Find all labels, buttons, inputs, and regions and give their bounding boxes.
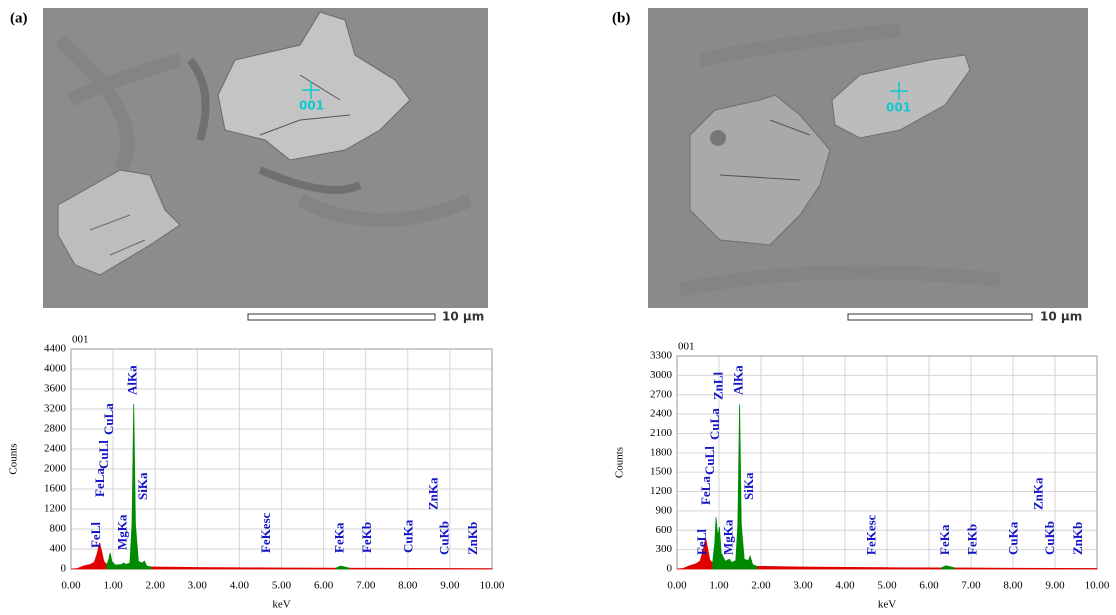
peak-label: CuKa — [400, 519, 415, 553]
peak-label: SiKa — [135, 472, 150, 500]
peak-label: AlKa — [731, 365, 746, 395]
x-tick-label: 3.00 — [188, 580, 208, 592]
scale-bar — [847, 313, 1033, 321]
y-tick-label: 2800 — [44, 423, 67, 435]
peak-label: AlKa — [125, 365, 140, 395]
y-axis-label: Counts — [8, 443, 20, 474]
chart-title: 001 — [72, 334, 89, 346]
sem-image — [43, 8, 488, 308]
peak-label: ZnKb — [465, 522, 480, 555]
x-tick-label: 9.00 — [1045, 580, 1065, 592]
y-tick-label: 2400 — [44, 443, 67, 455]
x-tick-label: 9.00 — [440, 580, 460, 592]
scale-bar-label: 10 μm — [442, 310, 484, 324]
peak-label: FeLa — [698, 476, 713, 505]
peak-label: MgKa — [720, 519, 735, 555]
y-tick-label: 1600 — [44, 483, 67, 495]
x-tick-label: 10.00 — [1085, 580, 1110, 592]
peak-label: ZnKb — [1070, 522, 1085, 555]
peak-label: CuKb — [1042, 521, 1057, 555]
x-tick-label: 1.00 — [709, 580, 729, 592]
x-tick-label: 0.00 — [667, 580, 687, 592]
peak-label: FeKa — [331, 522, 346, 553]
y-tick-label: 3200 — [44, 403, 67, 415]
x-tick-label: 2.00 — [751, 580, 771, 592]
y-tick-label: 600 — [656, 524, 673, 536]
x-tick-label: 3.00 — [793, 580, 813, 592]
y-tick-label: 4400 — [44, 343, 67, 355]
y-tick-label: 4000 — [44, 363, 67, 375]
spectrum-area — [106, 403, 350, 570]
sem-image — [648, 8, 1088, 308]
x-tick-label: 7.00 — [356, 580, 376, 592]
peak-label: FeLl — [694, 529, 709, 555]
y-tick-label: 0 — [61, 563, 67, 575]
peak-label: ZnKa — [425, 477, 440, 510]
x-tick-label: 1.00 — [103, 580, 123, 592]
y-tick-label: 1800 — [650, 446, 673, 458]
panel-label: (a) — [10, 10, 28, 26]
x-tick-label: 4.00 — [835, 580, 855, 592]
y-tick-label: 3300 — [650, 350, 673, 362]
peak-label: FeKesc — [258, 512, 273, 553]
scale-bar — [247, 313, 436, 321]
y-tick-label: 1200 — [44, 503, 67, 515]
x-tick-label: 6.00 — [314, 580, 334, 592]
peak-label: SiKa — [741, 472, 756, 500]
peak-label: CuLa — [707, 408, 722, 440]
x-tick-label: 8.00 — [1003, 580, 1023, 592]
peak-label: FeLl — [88, 522, 103, 548]
x-tick-label: 10.00 — [480, 580, 505, 592]
x-tick-label: 7.00 — [961, 580, 981, 592]
y-tick-label: 1200 — [650, 485, 673, 497]
y-tick-label: 3000 — [650, 369, 673, 381]
peak-label: FeLa — [92, 468, 107, 497]
point-label: 001 — [886, 101, 911, 115]
x-axis-label: keV — [272, 599, 290, 611]
peak-label: MgKa — [115, 514, 130, 550]
y-tick-label: 300 — [656, 543, 673, 555]
x-tick-label: 0.00 — [61, 580, 81, 592]
y-tick-label: 2400 — [650, 408, 673, 420]
x-tick-label: 5.00 — [272, 580, 292, 592]
chart-title: 001 — [678, 341, 695, 353]
x-tick-label: 8.00 — [398, 580, 418, 592]
peak-label: CuKa — [1006, 521, 1021, 555]
point-marker — [302, 81, 908, 100]
panel-label: (b) — [612, 10, 630, 26]
y-tick-label: 1500 — [650, 466, 673, 478]
point-label: 001 — [299, 99, 324, 113]
peak-label: CuKb — [437, 521, 452, 555]
y-tick-label: 3600 — [44, 383, 67, 395]
y-axis-label: Counts — [614, 447, 626, 478]
y-tick-label: 400 — [50, 543, 67, 555]
peak-label: FeKb — [359, 522, 374, 553]
peak-label: ZnLl — [710, 371, 725, 400]
x-tick-label: 4.00 — [230, 580, 250, 592]
x-tick-label: 6.00 — [919, 580, 939, 592]
y-tick-label: 900 — [656, 504, 673, 516]
peak-label: CuLl — [96, 440, 111, 469]
peak-label: FeKesc — [864, 514, 879, 555]
y-tick-label: 0 — [667, 563, 673, 575]
peak-label: ZnKa — [1030, 477, 1045, 510]
x-tick-label: 5.00 — [877, 580, 897, 592]
spectrum-area — [712, 404, 955, 570]
y-tick-label: 2700 — [650, 388, 673, 400]
peak-label: FeKa — [937, 524, 952, 555]
peak-label: CuLa — [101, 403, 116, 435]
y-tick-label: 800 — [50, 523, 67, 535]
y-tick-label: 2100 — [650, 427, 673, 439]
y-tick-label: 2000 — [44, 463, 67, 475]
x-tick-label: 2.00 — [146, 580, 166, 592]
x-axis-label: keV — [878, 599, 896, 611]
peak-label: CuLl — [702, 446, 717, 475]
scale-bar-label: 10 μm — [1040, 310, 1082, 324]
peak-label: FeKb — [965, 524, 980, 555]
